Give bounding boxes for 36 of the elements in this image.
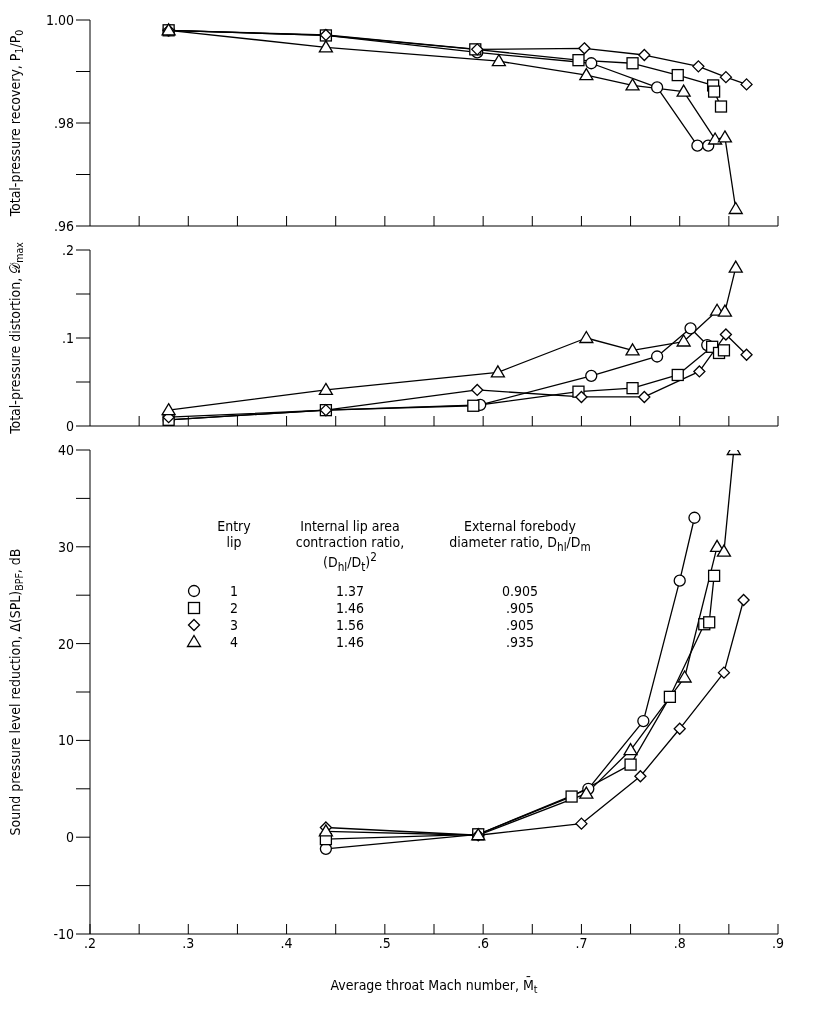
- x-tick-label: .2: [83, 934, 97, 951]
- y-tick-label: 10: [57, 732, 74, 749]
- annotation: External forebody diameter ratio, D$_{hl}$/D$_{m}$: [449, 518, 591, 554]
- annotation: .935: [504, 634, 535, 652]
- x-tick-label: .4: [280, 934, 293, 951]
- legend-label: 1: [229, 582, 239, 601]
- y-tick-label: .96: [53, 217, 74, 234]
- annotation: .905: [504, 600, 535, 618]
- y-tick-label: .98: [53, 114, 74, 131]
- x-tick-label: .8: [673, 934, 686, 951]
- y-tick-label: 40: [57, 441, 74, 458]
- legend-label: 4: [229, 634, 239, 652]
- y-tick-label: .1: [61, 329, 74, 346]
- annotation: 0.905: [500, 582, 539, 601]
- x-tick-label: .9: [771, 934, 785, 951]
- x-tick-label: .6: [477, 934, 490, 951]
- y-tick-label: .2: [61, 241, 74, 258]
- annotation: 1.37: [334, 582, 365, 601]
- y-tick-label: -10: [53, 925, 74, 942]
- x-tick-label: .7: [575, 934, 588, 951]
- annotation: Internal lip area contraction ratio, (D$_{hl}$/D$_{t}$)$^{2}$: [295, 518, 405, 574]
- annotation: .905: [504, 617, 535, 635]
- y-tick-label: 30: [57, 538, 74, 555]
- y-tick-label: 0: [65, 417, 74, 434]
- legend-title: Entry lip: [216, 518, 252, 552]
- x-axis-title: Average throat Mach number, M̄$_{t}$: [330, 976, 538, 996]
- annotation: 1.46: [334, 600, 365, 618]
- annotation: 1.46: [334, 634, 365, 652]
- y-tick-label: 0: [65, 829, 74, 846]
- y-tick-label: 1.00: [45, 11, 74, 28]
- annotation: 1.56: [334, 617, 365, 635]
- x-tick-label: .3: [182, 934, 195, 951]
- x-tick-label: .5: [378, 934, 391, 951]
- y-tick-label: 20: [57, 635, 74, 652]
- legend-label: 2: [229, 600, 239, 618]
- legend-label: 3: [229, 617, 239, 635]
